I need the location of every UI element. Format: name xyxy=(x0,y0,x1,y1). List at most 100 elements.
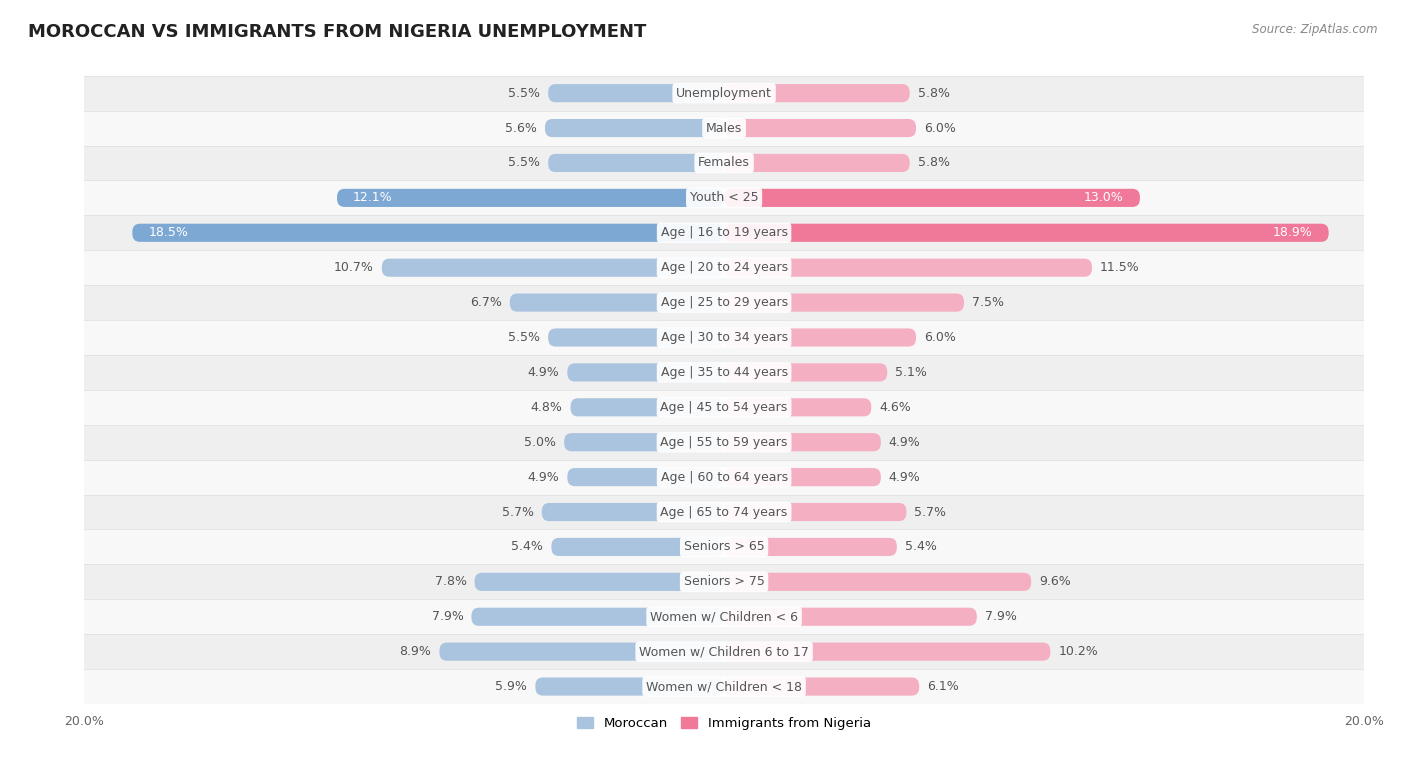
Text: 4.8%: 4.8% xyxy=(530,400,562,414)
Bar xyxy=(84,565,1364,600)
Bar xyxy=(84,669,1364,704)
Text: Women w/ Children 6 to 17: Women w/ Children 6 to 17 xyxy=(640,645,808,658)
FancyBboxPatch shape xyxy=(536,678,724,696)
Text: Women w/ Children < 18: Women w/ Children < 18 xyxy=(647,680,801,693)
Bar xyxy=(84,251,1364,285)
FancyBboxPatch shape xyxy=(440,643,724,661)
Text: Unemployment: Unemployment xyxy=(676,86,772,100)
Text: Seniors > 75: Seniors > 75 xyxy=(683,575,765,588)
Text: 11.5%: 11.5% xyxy=(1099,261,1140,274)
FancyBboxPatch shape xyxy=(548,329,724,347)
Text: 4.9%: 4.9% xyxy=(527,366,560,379)
FancyBboxPatch shape xyxy=(541,503,724,521)
FancyBboxPatch shape xyxy=(724,608,977,626)
Text: 5.0%: 5.0% xyxy=(524,436,557,449)
Text: Source: ZipAtlas.com: Source: ZipAtlas.com xyxy=(1253,23,1378,36)
Text: Youth < 25: Youth < 25 xyxy=(690,192,758,204)
Text: Age | 35 to 44 years: Age | 35 to 44 years xyxy=(661,366,787,379)
FancyBboxPatch shape xyxy=(724,678,920,696)
FancyBboxPatch shape xyxy=(724,294,965,312)
Bar xyxy=(84,111,1364,145)
Text: 5.8%: 5.8% xyxy=(918,86,949,100)
Text: Age | 20 to 24 years: Age | 20 to 24 years xyxy=(661,261,787,274)
Text: Females: Females xyxy=(699,157,749,170)
FancyBboxPatch shape xyxy=(724,433,880,451)
Text: 5.6%: 5.6% xyxy=(505,122,537,135)
FancyBboxPatch shape xyxy=(564,433,724,451)
Text: 13.0%: 13.0% xyxy=(1084,192,1123,204)
FancyBboxPatch shape xyxy=(724,398,872,416)
Text: 5.7%: 5.7% xyxy=(502,506,534,519)
Text: 10.2%: 10.2% xyxy=(1059,645,1098,658)
FancyBboxPatch shape xyxy=(724,84,910,102)
Bar xyxy=(84,425,1364,459)
Bar xyxy=(84,145,1364,180)
FancyBboxPatch shape xyxy=(546,119,724,137)
FancyBboxPatch shape xyxy=(724,259,1092,277)
Text: 5.7%: 5.7% xyxy=(914,506,946,519)
Text: 10.7%: 10.7% xyxy=(335,261,374,274)
FancyBboxPatch shape xyxy=(724,188,1140,207)
Text: 4.6%: 4.6% xyxy=(879,400,911,414)
FancyBboxPatch shape xyxy=(724,224,1329,241)
FancyBboxPatch shape xyxy=(724,503,907,521)
FancyBboxPatch shape xyxy=(724,538,897,556)
Text: 5.8%: 5.8% xyxy=(918,157,949,170)
Text: 4.9%: 4.9% xyxy=(889,436,921,449)
Bar xyxy=(84,600,1364,634)
Text: Age | 45 to 54 years: Age | 45 to 54 years xyxy=(661,400,787,414)
Text: 18.9%: 18.9% xyxy=(1272,226,1313,239)
Text: Males: Males xyxy=(706,122,742,135)
FancyBboxPatch shape xyxy=(548,84,724,102)
FancyBboxPatch shape xyxy=(724,468,880,486)
Text: 6.0%: 6.0% xyxy=(924,122,956,135)
FancyBboxPatch shape xyxy=(471,608,724,626)
Text: 7.5%: 7.5% xyxy=(972,296,1004,309)
Text: Age | 30 to 34 years: Age | 30 to 34 years xyxy=(661,331,787,344)
Bar xyxy=(84,390,1364,425)
Text: 5.4%: 5.4% xyxy=(905,540,936,553)
Text: 5.9%: 5.9% xyxy=(495,680,527,693)
Bar xyxy=(84,529,1364,565)
Bar xyxy=(84,285,1364,320)
Text: 5.1%: 5.1% xyxy=(896,366,927,379)
FancyBboxPatch shape xyxy=(724,154,910,172)
FancyBboxPatch shape xyxy=(510,294,724,312)
Text: 12.1%: 12.1% xyxy=(353,192,392,204)
Text: Age | 16 to 19 years: Age | 16 to 19 years xyxy=(661,226,787,239)
FancyBboxPatch shape xyxy=(724,363,887,382)
Bar xyxy=(84,180,1364,215)
FancyBboxPatch shape xyxy=(724,643,1050,661)
Text: 9.6%: 9.6% xyxy=(1039,575,1071,588)
Text: 7.9%: 7.9% xyxy=(432,610,464,623)
Text: Seniors > 65: Seniors > 65 xyxy=(683,540,765,553)
Text: Age | 60 to 64 years: Age | 60 to 64 years xyxy=(661,471,787,484)
FancyBboxPatch shape xyxy=(132,224,724,241)
FancyBboxPatch shape xyxy=(571,398,724,416)
FancyBboxPatch shape xyxy=(568,468,724,486)
Bar xyxy=(84,634,1364,669)
Text: Women w/ Children < 6: Women w/ Children < 6 xyxy=(650,610,799,623)
Legend: Moroccan, Immigrants from Nigeria: Moroccan, Immigrants from Nigeria xyxy=(572,712,876,735)
Text: Age | 25 to 29 years: Age | 25 to 29 years xyxy=(661,296,787,309)
FancyBboxPatch shape xyxy=(724,329,917,347)
Text: 5.4%: 5.4% xyxy=(512,540,543,553)
FancyBboxPatch shape xyxy=(568,363,724,382)
FancyBboxPatch shape xyxy=(724,573,1031,591)
Text: 7.9%: 7.9% xyxy=(984,610,1017,623)
Text: MOROCCAN VS IMMIGRANTS FROM NIGERIA UNEMPLOYMENT: MOROCCAN VS IMMIGRANTS FROM NIGERIA UNEM… xyxy=(28,23,647,41)
Text: 6.0%: 6.0% xyxy=(924,331,956,344)
Text: Age | 55 to 59 years: Age | 55 to 59 years xyxy=(661,436,787,449)
FancyBboxPatch shape xyxy=(724,119,917,137)
Bar xyxy=(84,215,1364,251)
Text: 5.5%: 5.5% xyxy=(508,331,540,344)
Text: 6.1%: 6.1% xyxy=(927,680,959,693)
Text: 5.5%: 5.5% xyxy=(508,86,540,100)
Text: 6.7%: 6.7% xyxy=(470,296,502,309)
FancyBboxPatch shape xyxy=(337,188,724,207)
Text: 5.5%: 5.5% xyxy=(508,157,540,170)
Text: 7.8%: 7.8% xyxy=(434,575,467,588)
Text: 4.9%: 4.9% xyxy=(527,471,560,484)
FancyBboxPatch shape xyxy=(551,538,724,556)
Bar xyxy=(84,355,1364,390)
